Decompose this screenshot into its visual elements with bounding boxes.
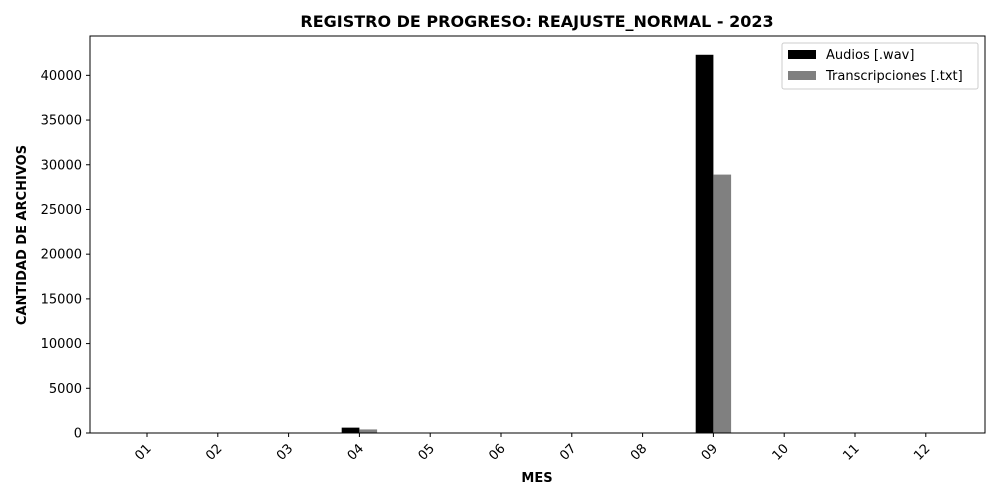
x-tick-label: 01	[132, 441, 154, 463]
y-tick-label: 15000	[41, 292, 82, 307]
x-tick-label: 09	[699, 441, 721, 463]
bar-transcripciones-04	[359, 429, 378, 433]
x-axis-label: MES	[521, 471, 552, 486]
legend-label-transcripciones: Transcripciones [.txt]	[825, 69, 963, 84]
x-tick-label: 03	[274, 441, 296, 463]
x-tick-label: 05	[416, 441, 438, 463]
y-tick-label: 35000	[41, 114, 82, 129]
x-tick-label: 10	[770, 441, 792, 463]
plot-frame	[89, 35, 986, 434]
legend-swatch-transcripciones	[788, 71, 816, 80]
legend-swatch-audios	[788, 50, 816, 59]
bar-audios-04	[341, 427, 360, 433]
y-axis-label: CANTIDAD DE ARCHIVOS	[15, 145, 30, 325]
bar-transcripciones-09	[713, 174, 732, 433]
y-tick-label: 5000	[49, 382, 82, 397]
x-tick-label: 07	[557, 441, 579, 463]
x-tick-label: 12	[911, 441, 933, 463]
y-tick-label: 0	[74, 427, 82, 442]
x-tick-label: 06	[486, 441, 508, 463]
x-tick-label: 04	[345, 441, 367, 463]
legend: Audios [.wav] Transcripciones [.txt]	[781, 42, 979, 90]
y-tick-label: 40000	[41, 69, 82, 84]
bar-audios-09	[695, 54, 714, 433]
y-tick-label: 25000	[41, 203, 82, 218]
y-tick-label: 10000	[41, 337, 82, 352]
x-tick-label: 11	[840, 441, 862, 463]
plot-area: 0 5000 10000 15000 20000 25000 30000 35000 40000…	[41, 35, 986, 464]
x-tick-label: 02	[203, 441, 225, 463]
legend-label-audios: Audios [.wav]	[826, 48, 914, 63]
y-tick-label: 30000	[41, 158, 82, 173]
legend-box	[781, 42, 979, 90]
x-tick-label: 08	[628, 441, 650, 463]
y-tick-label: 20000	[41, 248, 82, 263]
chart-title: REGISTRO DE PROGRESO: REAJUSTE_NORMAL - …	[300, 12, 773, 31]
